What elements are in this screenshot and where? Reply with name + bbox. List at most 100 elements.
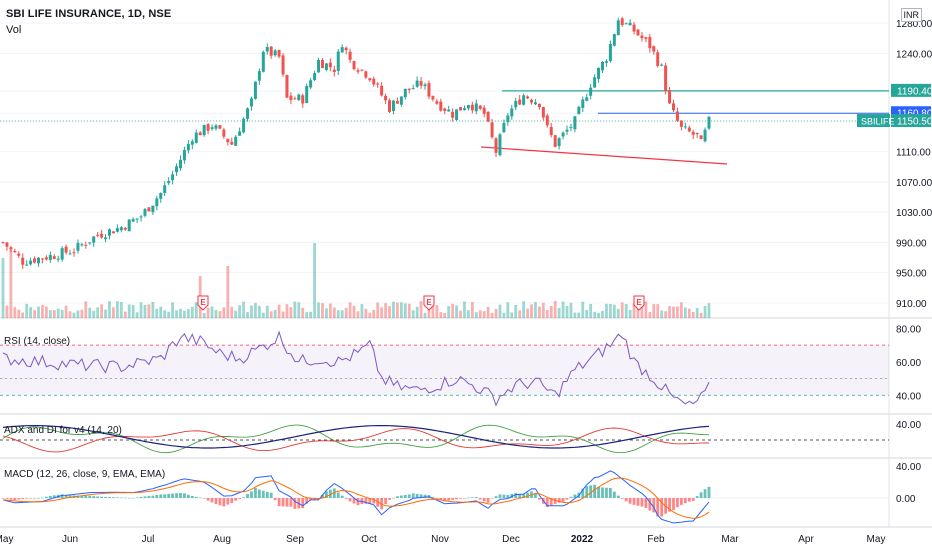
volume-bar xyxy=(644,301,648,318)
macd-histogram-bar xyxy=(84,495,88,498)
volume-bar xyxy=(707,303,711,318)
candle-body xyxy=(451,111,455,118)
volume-bar xyxy=(13,307,17,318)
macd-histogram-bar xyxy=(96,496,100,498)
candle-body xyxy=(36,257,40,264)
volume-bar xyxy=(139,302,143,318)
candle-body xyxy=(115,228,119,232)
rsi-legend[interactable]: RSI (14, close) xyxy=(4,336,71,347)
volume-bar xyxy=(695,307,699,318)
candle-body xyxy=(344,47,348,51)
macd-histogram-bar xyxy=(443,498,447,502)
candle-body xyxy=(573,116,577,130)
candle-body xyxy=(107,229,111,236)
candle-body xyxy=(581,99,585,108)
macd-histogram-bar xyxy=(376,498,380,507)
candle-body xyxy=(340,47,344,53)
candle-body xyxy=(478,105,482,109)
macd-histogram-bar xyxy=(155,494,159,498)
candle-body xyxy=(403,88,407,98)
volume-bar xyxy=(526,308,529,318)
macd-histogram-bar xyxy=(494,496,498,498)
candle-body xyxy=(210,127,214,129)
macd-histogram-bar xyxy=(356,498,360,506)
macd-histogram-bar xyxy=(364,498,368,504)
macd-histogram-bar xyxy=(415,493,419,498)
volume-bar xyxy=(470,302,474,318)
volume-bar xyxy=(202,312,206,318)
macd-histogram-bar xyxy=(108,497,111,498)
volume-bar xyxy=(557,307,561,318)
macd-histogram-bar xyxy=(549,498,553,506)
volume-bar xyxy=(396,302,399,318)
volume-bar xyxy=(660,310,664,318)
volume-bar xyxy=(52,310,56,318)
macd-histogram-bar xyxy=(601,487,604,498)
time-axis-tick: Dec xyxy=(502,534,520,545)
macd-histogram-bar xyxy=(652,498,656,513)
candle-body xyxy=(155,198,159,207)
candle-body xyxy=(277,50,281,57)
volume-bar xyxy=(321,303,324,318)
candle-body xyxy=(222,129,226,137)
candle-body xyxy=(482,107,486,114)
candle-body xyxy=(490,122,494,138)
macd-histogram-bar xyxy=(261,490,265,498)
candle-body xyxy=(608,43,612,62)
macd-histogram-bar xyxy=(269,492,273,498)
macd-histogram-bar xyxy=(44,496,48,498)
candle-body xyxy=(218,125,222,129)
candle-body xyxy=(391,100,395,112)
volume-bar xyxy=(411,310,415,318)
volume-bar xyxy=(332,307,336,318)
volume-bar xyxy=(72,312,76,318)
candle-body xyxy=(628,22,632,26)
candle-body xyxy=(707,116,711,129)
time-axis-tick: Oct xyxy=(361,534,377,545)
price-axis-tick: 950.00 xyxy=(896,269,927,280)
volume-bar xyxy=(490,312,494,318)
macd-histogram-bar xyxy=(612,491,616,498)
macd-histogram-bar xyxy=(593,484,597,498)
candle-body xyxy=(533,102,537,105)
candle-body xyxy=(175,166,179,173)
macd-histogram-bar xyxy=(112,497,115,498)
macd-histogram-bar xyxy=(210,498,214,503)
candle-body xyxy=(699,135,703,140)
volume-bar xyxy=(257,305,261,318)
volume-bar xyxy=(108,301,111,318)
macd-histogram-bar xyxy=(368,498,372,504)
volume-bar xyxy=(44,306,48,318)
candle-body xyxy=(407,88,411,90)
candle-body xyxy=(111,231,115,234)
volume-bar xyxy=(565,306,569,318)
candle-body xyxy=(372,78,376,85)
currency-badge[interactable]: INR xyxy=(900,8,922,22)
macd-histogram-bar xyxy=(399,495,403,498)
volume-bar xyxy=(467,310,470,318)
volume-bar xyxy=(92,310,96,318)
adx-legend[interactable]: ADX and DI for v4 (14, 20) xyxy=(4,425,122,436)
macd-histogram-bar xyxy=(569,496,573,498)
volume-bar xyxy=(502,312,506,318)
candle-body xyxy=(281,55,285,75)
candle-body xyxy=(577,106,581,115)
volume-bar xyxy=(340,310,344,318)
volume-bar xyxy=(589,303,593,318)
volume-bar xyxy=(392,301,395,318)
time-axis-tick: Nov xyxy=(431,534,449,545)
volume-bar xyxy=(21,312,25,318)
candle-body xyxy=(198,132,202,136)
candle-body xyxy=(72,252,76,254)
macd-legend[interactable]: MACD (12, 26, close, 9, EMA, EMA) xyxy=(4,469,166,480)
volume-bar xyxy=(672,306,675,318)
macd-histogram-bar xyxy=(597,486,600,498)
volume-bar xyxy=(155,308,159,318)
volume-bar xyxy=(175,310,178,318)
volume-bar xyxy=(115,301,119,318)
macd-histogram-bar xyxy=(474,497,478,498)
time-axis-tick: Sep xyxy=(286,534,304,545)
volume-bar xyxy=(616,308,620,318)
volume-bar xyxy=(514,304,518,318)
